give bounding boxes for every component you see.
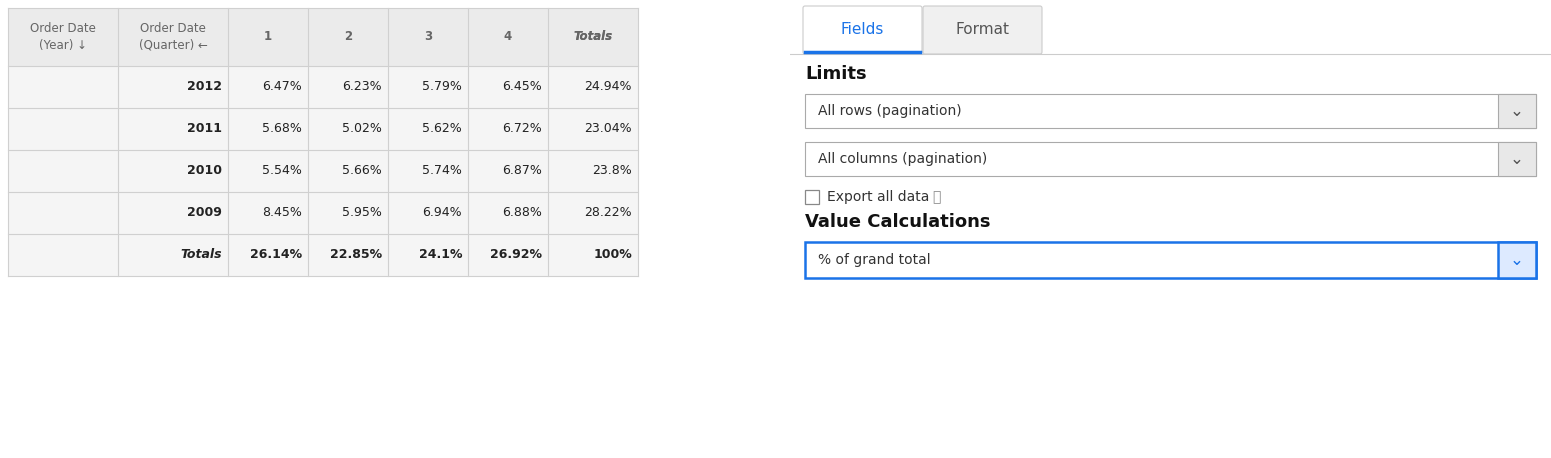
Text: 5.95%: 5.95% [343,207,382,219]
Text: 5.79%: 5.79% [422,81,462,93]
Text: 6.87%: 6.87% [503,164,541,178]
Text: Format: Format [955,22,1010,38]
Text: ⌄: ⌄ [1511,251,1525,269]
Text: 26.14%: 26.14% [250,249,302,262]
Text: Totals: Totals [574,31,613,44]
Bar [8,8,637,66]
Text: 1: 1 [264,31,271,44]
Text: 6.94%: 6.94% [422,207,462,219]
Text: 8.45%: 8.45% [262,207,302,219]
Bar [805,242,1535,278]
Text: Export all data: Export all data [827,190,929,204]
Text: 3: 3 [423,31,433,44]
Text: 5.74%: 5.74% [422,164,462,178]
Text: ⌄: ⌄ [1511,102,1525,120]
Text: 23.8%: 23.8% [592,164,631,178]
Text: 2009: 2009 [188,207,222,219]
Text: 6.72%: 6.72% [503,122,541,136]
Text: 2010: 2010 [188,164,222,178]
Text: 28.22%: 28.22% [585,207,631,219]
Text: Order Date
(Year) ↓: Order Date (Year) ↓ [29,22,96,51]
Text: ⌄: ⌄ [1511,150,1525,168]
FancyBboxPatch shape [803,6,921,54]
Text: Order Date
(Quarter) ←: Order Date (Quarter) ← [138,22,208,51]
Text: 2: 2 [344,31,352,44]
Text: Totals: Totals [180,249,222,262]
Text: 24.94%: 24.94% [585,81,631,93]
Text: % of grand total: % of grand total [817,253,931,267]
Text: 24.1%: 24.1% [419,249,462,262]
Text: 5.02%: 5.02% [343,122,382,136]
Text: 4: 4 [504,31,512,44]
Text: Fields: Fields [841,22,884,38]
Text: 6.47%: 6.47% [262,81,302,93]
Bar [8,234,637,276]
Text: All columns (pagination): All columns (pagination) [817,152,988,166]
Text: ⓘ: ⓘ [932,190,940,204]
Text: 23.04%: 23.04% [585,122,631,136]
Text: Value Calculations: Value Calculations [805,213,991,231]
Text: 26.92%: 26.92% [490,249,541,262]
Text: All rows (pagination): All rows (pagination) [817,104,962,118]
Bar [1498,242,1535,278]
Text: 2012: 2012 [188,81,222,93]
Bar [8,192,637,234]
Bar [805,142,1535,176]
Text: 22.85%: 22.85% [330,249,382,262]
Text: 5.66%: 5.66% [343,164,382,178]
Text: 6.45%: 6.45% [503,81,541,93]
Bar [1498,94,1535,128]
Text: 2011: 2011 [188,122,222,136]
Bar [805,190,819,204]
Text: Limits: Limits [805,65,867,83]
Text: 5.62%: 5.62% [422,122,462,136]
Text: 6.88%: 6.88% [503,207,541,219]
Bar [8,66,637,108]
Bar [8,150,637,192]
Text: 5.68%: 5.68% [262,122,302,136]
Bar [805,94,1535,128]
Bar [1498,142,1535,176]
FancyBboxPatch shape [923,6,1042,54]
Text: 100%: 100% [592,249,631,262]
Text: 5.54%: 5.54% [262,164,302,178]
Text: 6.23%: 6.23% [343,81,382,93]
Bar [8,108,637,150]
Text: Totals: Totals [574,31,613,44]
